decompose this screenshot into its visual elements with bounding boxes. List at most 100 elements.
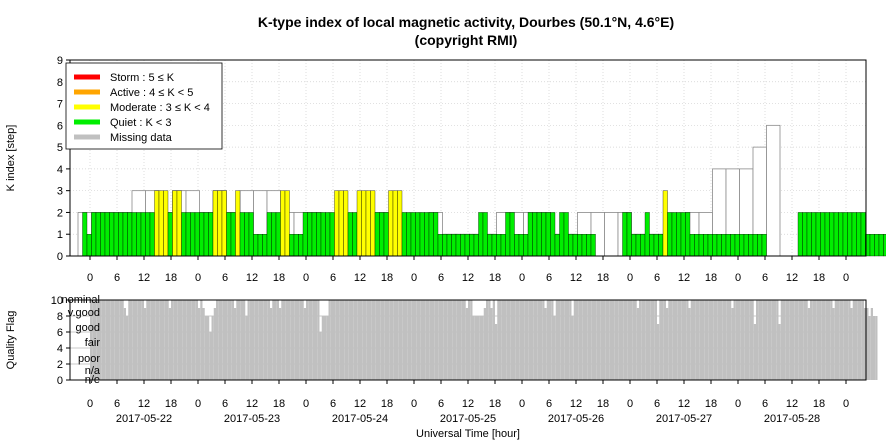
quality-bar bbox=[486, 300, 489, 380]
k-x-tick-label: 12 bbox=[570, 272, 582, 284]
legend-items: Storm : 5 ≤ K Active : 4 ≤ K < 5 Moderate … bbox=[74, 72, 210, 144]
quality-bar bbox=[258, 300, 261, 380]
quality-bar bbox=[756, 300, 759, 380]
quality-bar bbox=[524, 300, 527, 380]
k-bar bbox=[266, 212, 272, 257]
quality-bar bbox=[139, 300, 142, 380]
quality-bar bbox=[470, 300, 473, 380]
quality-bar bbox=[580, 300, 583, 380]
quality-bar bbox=[310, 300, 313, 380]
k-3h-bar bbox=[604, 212, 619, 257]
k-bar bbox=[851, 212, 857, 257]
quality-bar bbox=[387, 300, 390, 380]
quality-bar bbox=[830, 300, 833, 380]
k-bar bbox=[581, 234, 587, 257]
quality-bar bbox=[366, 300, 369, 380]
quality-bar bbox=[402, 300, 405, 380]
quality-bar bbox=[801, 300, 804, 380]
quality-bar bbox=[454, 300, 457, 380]
quality-x-tick-label: 6 bbox=[438, 398, 444, 410]
quality-bar bbox=[236, 300, 239, 380]
quality-bar bbox=[407, 300, 410, 380]
quality-bar bbox=[564, 300, 567, 380]
quality-category-label: n/e bbox=[85, 374, 100, 386]
k-bar bbox=[586, 234, 592, 257]
quality-bar bbox=[661, 300, 664, 380]
k-bar bbox=[415, 212, 421, 257]
quality-bar bbox=[202, 308, 205, 380]
quality-bar bbox=[724, 300, 727, 380]
k-x-tick-label: 0 bbox=[735, 272, 741, 284]
quality-bar bbox=[821, 300, 824, 380]
k-y-tick-label: 0 bbox=[57, 251, 63, 263]
quality-bar bbox=[324, 316, 327, 380]
quality-bar bbox=[126, 316, 129, 380]
k-bar bbox=[145, 212, 151, 257]
k-bar bbox=[307, 212, 313, 257]
k-bar bbox=[797, 212, 803, 257]
k-bar bbox=[212, 190, 218, 257]
quality-bar bbox=[760, 300, 763, 380]
quality-bar bbox=[843, 300, 846, 380]
quality-bar bbox=[114, 300, 117, 380]
k-bar bbox=[878, 234, 884, 257]
quality-bar bbox=[321, 316, 324, 380]
k-bar bbox=[172, 190, 178, 257]
quality-y-tick-label: 10 bbox=[51, 295, 63, 307]
k-bar bbox=[185, 212, 191, 257]
quality-x-tick-label: 18 bbox=[705, 398, 717, 410]
k-bar bbox=[671, 212, 677, 257]
quality-bar bbox=[767, 300, 770, 380]
quality-bar bbox=[873, 316, 876, 380]
quality-bar bbox=[128, 300, 131, 380]
quality-bar bbox=[506, 300, 509, 380]
quality-bar bbox=[270, 308, 273, 380]
k-bar bbox=[316, 212, 322, 257]
k-bar bbox=[496, 234, 502, 257]
quality-category-label: nominal bbox=[61, 294, 100, 306]
k-bar bbox=[514, 234, 520, 257]
quality-bar bbox=[731, 308, 734, 380]
k-bar bbox=[680, 212, 686, 257]
k-x-tick-label: 12 bbox=[138, 272, 150, 284]
quality-bar bbox=[146, 300, 149, 380]
quality-bar bbox=[429, 300, 432, 380]
quality-bar bbox=[463, 300, 466, 380]
chart-title: K-type index of local magnetic activity,… bbox=[258, 14, 674, 30]
quality-category-label: fair bbox=[85, 337, 101, 349]
k-bar bbox=[419, 212, 425, 257]
quality-bar bbox=[531, 300, 534, 380]
k-bar bbox=[833, 212, 839, 257]
quality-bar bbox=[652, 300, 655, 380]
k-bar bbox=[104, 212, 110, 257]
quality-bar bbox=[189, 300, 192, 380]
quality-bar bbox=[850, 308, 853, 380]
quality-bar bbox=[749, 300, 752, 380]
quality-bar bbox=[427, 300, 430, 380]
quality-bar bbox=[537, 300, 540, 380]
quality-bar bbox=[690, 300, 693, 380]
quality-bar bbox=[492, 300, 495, 380]
k-x-tick-label: 12 bbox=[678, 272, 690, 284]
quality-bar bbox=[180, 300, 183, 380]
quality-bar bbox=[666, 308, 669, 380]
k-bar bbox=[707, 234, 713, 257]
k-bar bbox=[163, 190, 169, 257]
quality-bar bbox=[812, 300, 815, 380]
k-bar bbox=[860, 212, 866, 257]
quality-bar bbox=[479, 316, 482, 380]
quality-bar bbox=[418, 300, 421, 380]
k-bar bbox=[739, 234, 745, 257]
quality-bar bbox=[670, 300, 673, 380]
quality-y-tick-label: 4 bbox=[57, 343, 63, 355]
quality-date-label: 2017-05-26 bbox=[548, 413, 604, 425]
x-axis-label: Universal Time [hour] bbox=[416, 428, 520, 440]
k-bar bbox=[685, 212, 691, 257]
quality-bar bbox=[373, 300, 376, 380]
quality-bar bbox=[787, 300, 790, 380]
k-bar bbox=[293, 234, 299, 257]
quality-bar bbox=[713, 300, 716, 380]
quality-bar bbox=[560, 300, 563, 380]
quality-bar bbox=[848, 300, 851, 380]
